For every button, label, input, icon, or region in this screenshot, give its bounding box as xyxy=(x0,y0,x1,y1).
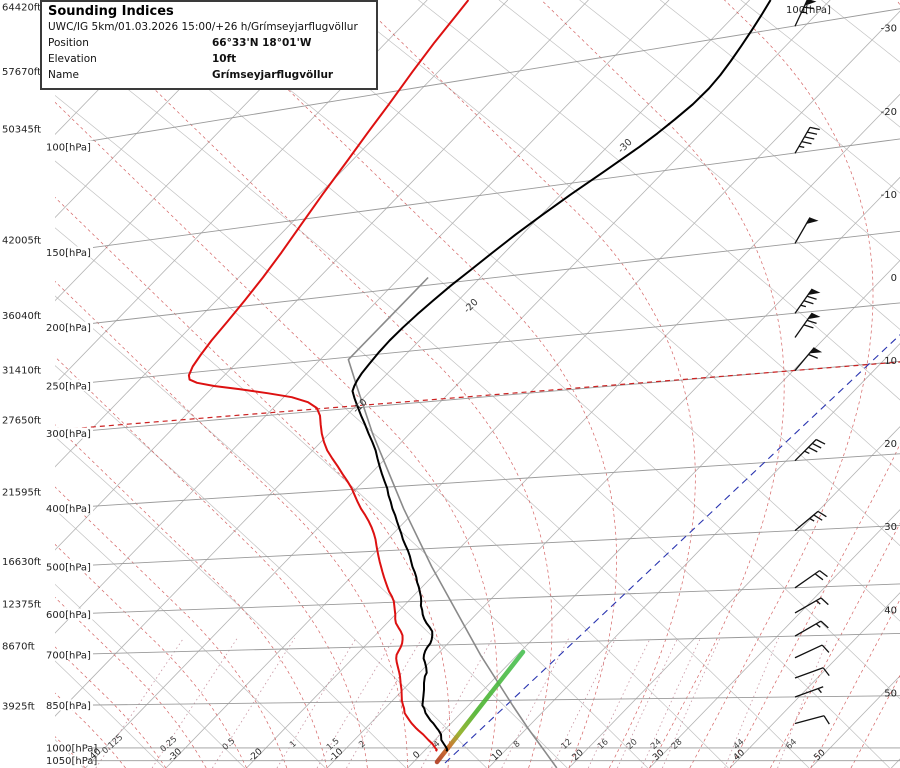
altitude-tick-label: 3925ft xyxy=(2,701,35,712)
info-row-name: Name Grímseyjarflugvöllur xyxy=(48,68,368,84)
station-name-label: Name xyxy=(48,68,79,81)
wind-barb xyxy=(794,667,830,679)
info-row-elevation: Elevation 10ft xyxy=(48,52,368,68)
elevation-label: Elevation xyxy=(48,52,97,65)
station-name-value: Grímseyjarflugvöllur xyxy=(212,68,334,81)
altitude-tick-label: 36040ft xyxy=(2,311,41,322)
altitude-tick-label: 57670ft xyxy=(2,67,41,78)
wind-barb xyxy=(794,438,826,462)
mixing-ratio-tick-label: 2 xyxy=(357,739,368,750)
wind-barb xyxy=(794,570,828,589)
model-run-line: UWC/IG 5km/01.03.2026 15:00/+26 h/Grímse… xyxy=(48,21,358,33)
wind-barb xyxy=(794,126,820,154)
mixing-ratio-tick-label: 12 xyxy=(559,737,574,752)
inline-isotherm-label: -10 xyxy=(351,397,370,416)
wind-barbs xyxy=(794,0,830,725)
altitude-tick-label: 27650ft xyxy=(2,416,41,427)
bottom-temperature-labels: -40 -30 -20 -10 0 10 20 30 40 50 xyxy=(86,747,828,764)
sounding-indices-box: Sounding Indices UWC/IG 5km/01.03.2026 1… xyxy=(40,0,378,91)
right-temp-tick-label: 20 xyxy=(884,439,897,450)
mixing-ratio-tick-label: 8 xyxy=(512,739,523,750)
bottom-temp-tick-label: 0 xyxy=(412,750,423,761)
wind-barb xyxy=(794,686,824,698)
mixing-ratio-tick-label: 24 xyxy=(649,737,664,752)
altitude-tick-label: 31410ft xyxy=(2,365,41,376)
wind-barb xyxy=(794,620,829,637)
wind-barb xyxy=(794,217,819,244)
mixing-ratio-tick-label: 44 xyxy=(732,737,747,752)
altitude-tick-label: 12375ft xyxy=(2,599,41,610)
pressure-tick-label: 850[hPa] xyxy=(46,701,91,712)
pressure-tick-label: 200[hPa] xyxy=(46,323,91,334)
wind-barb xyxy=(794,288,821,314)
altitude-tick-label: 50345ft xyxy=(2,125,41,136)
wind-barb xyxy=(794,347,823,371)
mixing-ratio-lines xyxy=(95,637,829,768)
isobar-lines xyxy=(55,8,900,762)
tropopause-line xyxy=(55,361,900,431)
right-temp-tick-label: -30 xyxy=(881,24,897,35)
mixing-ratio-tick-label: 1 xyxy=(288,739,299,750)
pressure-tick-label: 1050[hPa] xyxy=(46,756,97,767)
wind-barb xyxy=(794,312,821,338)
bottom-temp-tick-label: -20 xyxy=(247,747,265,764)
altitude-tick-label: 8670ft xyxy=(2,642,35,653)
altitude-tick-label: 64420ft xyxy=(2,2,41,13)
wind-barb xyxy=(794,0,817,27)
mixing-ratio-tick-label: 16 xyxy=(596,737,611,752)
wind-barb xyxy=(794,510,827,532)
pressure-tick-label: 300[hPa] xyxy=(46,429,91,440)
temperature-curve xyxy=(351,0,772,752)
pressure-tick-label: 1000[hPa] xyxy=(46,743,97,754)
info-box-title: Sounding Indices xyxy=(48,4,174,19)
mixing-ratio-tick-label: 64 xyxy=(784,737,799,752)
right-temp-tick-label: 0 xyxy=(891,273,897,284)
right-temp-tick-label: 50 xyxy=(884,688,897,699)
pressure-tick-label: 700[hPa] xyxy=(46,650,91,661)
mixing-ratio-tick-label: 0.5 xyxy=(221,736,238,752)
pressure-tick-label: 100[hPa] xyxy=(46,142,91,153)
right-temp-tick-label: 30 xyxy=(884,522,897,533)
pressure-tick-label: 150[hPa] xyxy=(46,248,91,259)
parcel-path-line xyxy=(434,649,526,765)
right-temp-tick-label: -20 xyxy=(881,107,897,118)
right-temp-tick-label: 10 xyxy=(884,356,897,367)
wind-barb xyxy=(794,715,830,725)
standard-atmosphere-line xyxy=(347,276,558,768)
pressure-axis-labels: 100[hPa] 150[hPa] 200[hPa] 250[hPa] 300[hPa]… xyxy=(44,140,97,767)
elevation-value: 10ft xyxy=(212,52,237,65)
mixing-ratio-highlight-line xyxy=(444,334,900,764)
pressure-tick-label: 600[hPa] xyxy=(46,610,91,621)
pressure-tick-label: 500[hPa] xyxy=(46,562,91,573)
right-temp-tick-label: 40 xyxy=(884,605,897,616)
altitude-tick-label: 42005ft xyxy=(2,236,41,247)
pressure-tick-label: 400[hPa] xyxy=(46,504,91,515)
dewpoint-curve xyxy=(187,0,470,752)
right-temperature-labels: -30 -20 -10 0 10 20 30 40 50 xyxy=(881,24,897,700)
position-label: Position xyxy=(48,37,89,49)
top-right-pressure-label: 100[hPa] xyxy=(786,5,831,16)
wind-barb xyxy=(794,597,829,614)
info-row-position: Position 66°33'N 18°01'W xyxy=(48,36,368,52)
wind-barb xyxy=(794,644,830,659)
mixing-ratio-tick-label: 4 xyxy=(432,739,443,750)
mixing-ratio-tick-label: 28 xyxy=(670,737,685,752)
altitude-axis-labels: 64420ft 57670ft 50345ft 42005ft 36040ft 31410… xyxy=(2,2,41,712)
mixing-ratio-tick-label: 20 xyxy=(625,737,640,752)
right-temp-tick-label: -10 xyxy=(881,190,897,201)
altitude-tick-label: 16630ft xyxy=(2,557,41,568)
position-value: 66°33'N 18°01'W xyxy=(212,37,312,49)
altitude-tick-label: 21595ft xyxy=(2,487,41,498)
pressure-tick-label: 250[hPa] xyxy=(46,381,91,392)
